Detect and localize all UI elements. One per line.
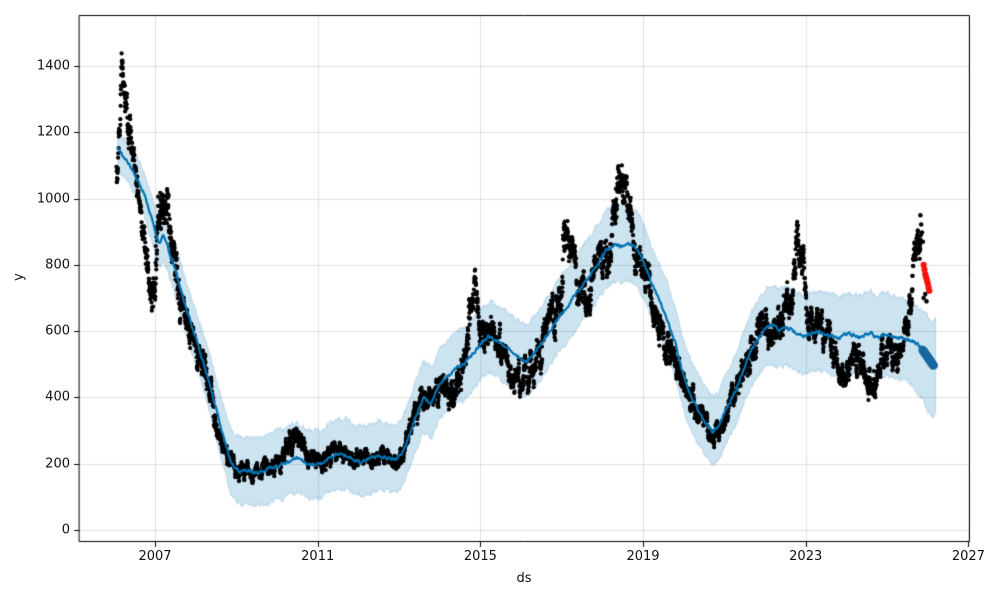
y-tick-label: 600	[45, 323, 70, 339]
y-tick-label: 1400	[36, 58, 70, 74]
y-tick-label: 1000	[36, 191, 70, 207]
y-tick-label: 0	[61, 522, 70, 538]
y-tick-label: 400	[45, 389, 70, 405]
x-tick-label: 2015	[463, 549, 497, 564]
x-axis-label: ds	[516, 571, 532, 586]
x-tick-label: 2023	[789, 549, 823, 564]
x-tick-label: 2007	[138, 549, 172, 564]
y-axis-label: y	[11, 273, 27, 281]
y-tick-label: 800	[45, 257, 70, 273]
x-tick-label: 2027	[951, 549, 985, 564]
y-tick-label: 200	[45, 456, 70, 472]
y-tick-label: 1200	[36, 124, 70, 140]
x-tick-label: 2011	[301, 549, 335, 564]
x-tick-label: 2019	[626, 549, 660, 564]
